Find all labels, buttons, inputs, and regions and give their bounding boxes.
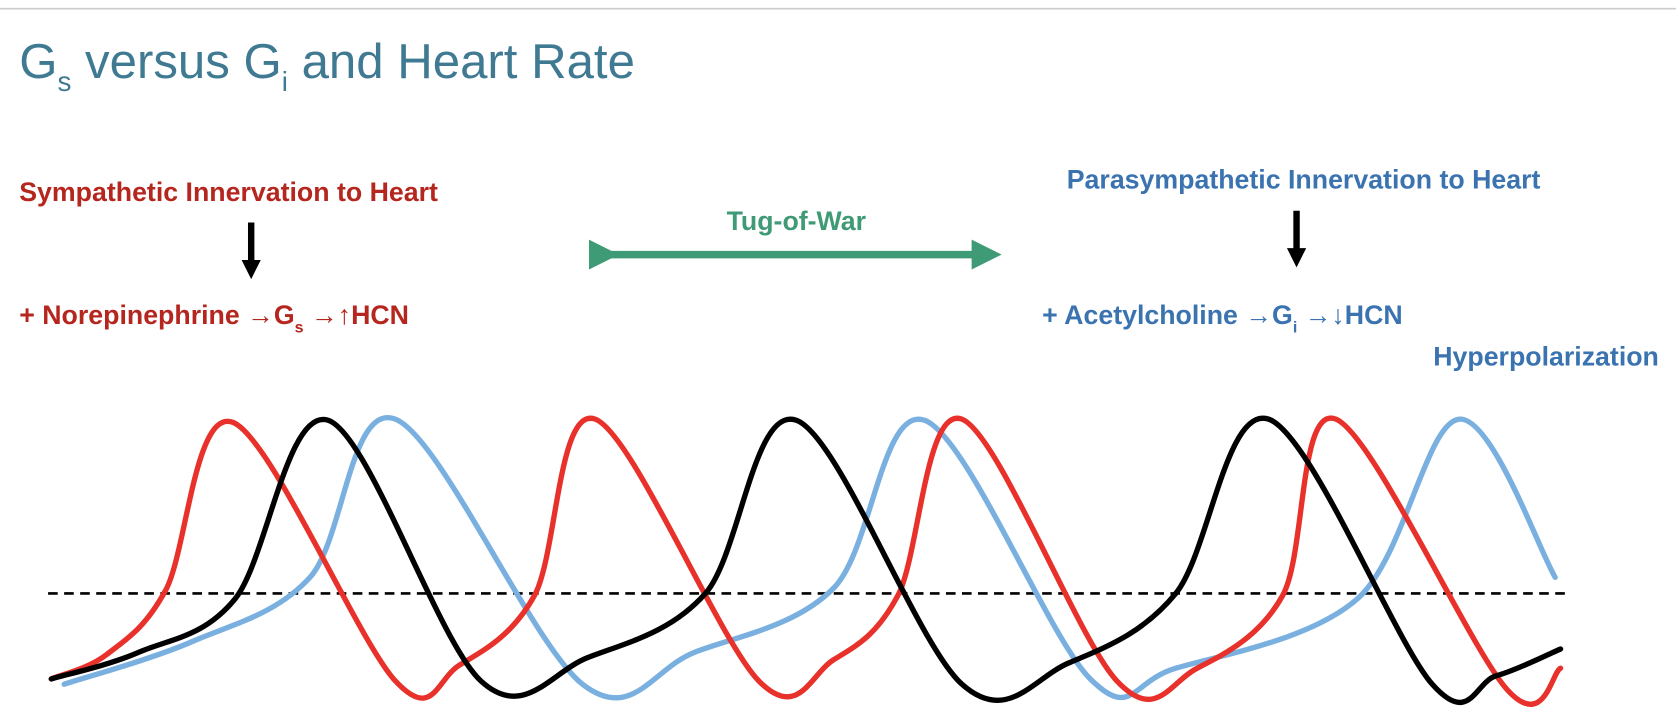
- title-text: G: [19, 34, 57, 89]
- blue-wave: [61, 414, 1558, 701]
- pathway-text: + Norepinephrine →G: [19, 300, 294, 330]
- left-pathway: + Norepinephrine →Gs →↑HCN: [19, 300, 409, 337]
- title-text: versus G: [71, 34, 281, 89]
- pathway-text: →↓HCN: [1297, 300, 1402, 330]
- pathway-subscript: s: [295, 319, 304, 337]
- red-wave: [48, 415, 1564, 707]
- right-heading: Parasympathetic Innervation to Heart: [1067, 164, 1541, 194]
- pathway-text: + Acetylcholine →G: [1042, 300, 1293, 330]
- title: Gs versus Gi and Heart Rate: [19, 34, 635, 97]
- waveforms: [48, 414, 1564, 707]
- center-label: Tug-of-War: [727, 206, 866, 236]
- title-subscript: s: [57, 66, 71, 97]
- right-pathway: + Acetylcholine →Gi →↓HCN: [1042, 300, 1403, 337]
- black-wave: [48, 415, 1564, 706]
- title-text: and Heart Rate: [288, 34, 635, 89]
- pathway-text: →↑HCN: [304, 300, 409, 330]
- pathway-subscript: i: [1293, 319, 1297, 337]
- left-heading: Sympathetic Innervation to Heart: [19, 177, 438, 207]
- title-subscript: i: [282, 66, 288, 97]
- right-note: Hyperpolarization: [1433, 342, 1659, 372]
